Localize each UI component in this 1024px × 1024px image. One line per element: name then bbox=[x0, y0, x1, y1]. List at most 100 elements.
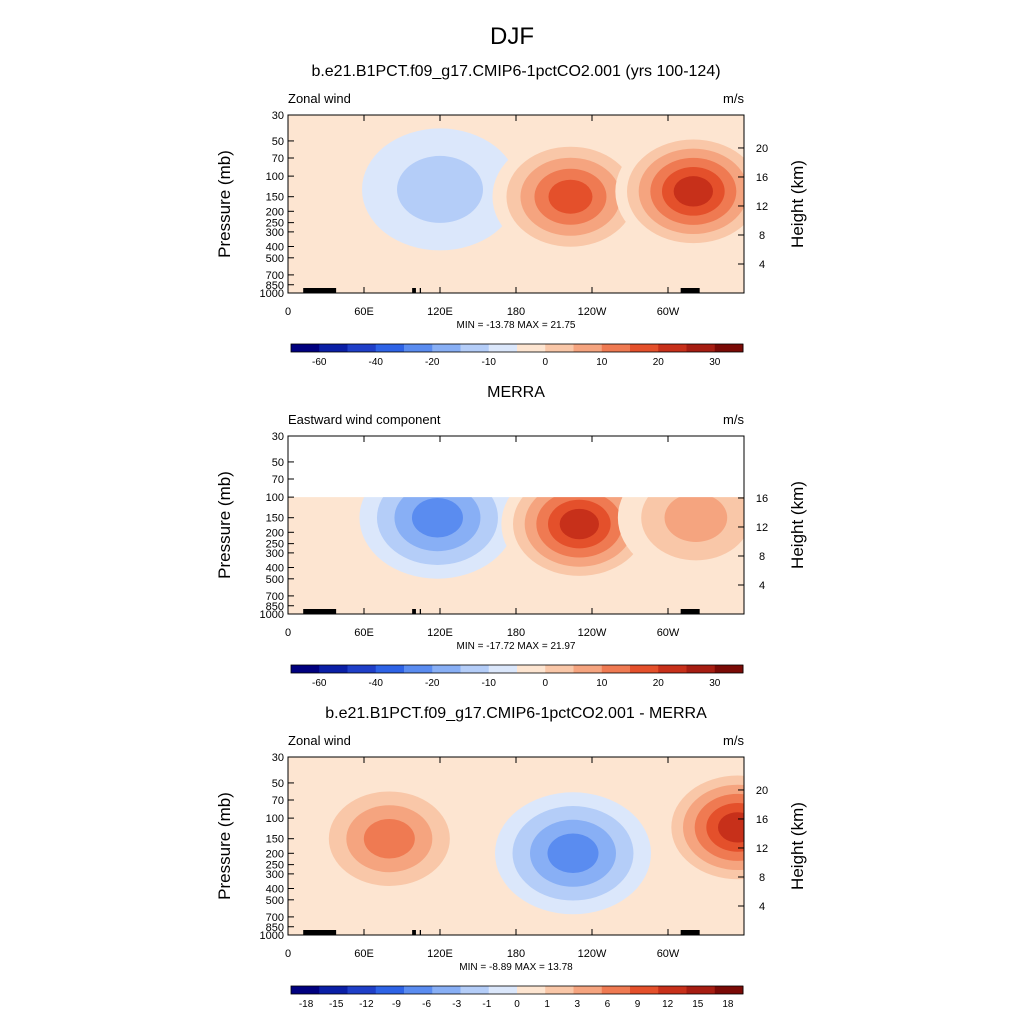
height-tick-label: 4 bbox=[759, 259, 765, 271]
colorbar-label: -60 bbox=[312, 678, 327, 689]
colorbar-label: 12 bbox=[662, 999, 674, 1010]
pressure-tick-label: 250 bbox=[266, 860, 284, 872]
colorbar-label: 20 bbox=[653, 678, 665, 689]
pressure-tick-label: 850 bbox=[266, 601, 284, 613]
colorbar-swatch bbox=[658, 665, 687, 673]
pressure-tick-label: 700 bbox=[266, 912, 284, 924]
lon-tick-label: 120W bbox=[578, 306, 607, 318]
topography-3 bbox=[419, 609, 421, 614]
pressure-tick-label: 400 bbox=[266, 562, 284, 574]
variable-label: Zonal wind bbox=[288, 91, 351, 106]
colorbar-frame bbox=[290, 985, 744, 995]
colorbar-swatch bbox=[601, 344, 631, 352]
colorbar-label: 10 bbox=[596, 357, 608, 368]
panel-1: b.e21.B1PCT.f09_g17.CMIP6-1pctCO2.001 (y… bbox=[215, 63, 807, 368]
height-tick-label: 8 bbox=[759, 230, 765, 242]
colorbar-label: -40 bbox=[369, 678, 384, 689]
colorbar-swatch bbox=[573, 986, 603, 994]
colorbar-swatch bbox=[347, 665, 377, 673]
lon-tick-label: 60E bbox=[354, 627, 374, 639]
height-tick-label: 20 bbox=[756, 785, 768, 797]
contour-3-4 bbox=[363, 818, 415, 859]
pressure-tick-label: 500 bbox=[266, 574, 284, 586]
colorbar-label: 20 bbox=[653, 357, 665, 368]
pressure-tick-label: 200 bbox=[266, 206, 284, 218]
colorbar-swatch bbox=[291, 665, 320, 673]
heatmap-field bbox=[288, 757, 744, 935]
colorbar-swatch bbox=[686, 986, 716, 994]
colorbar-label: -20 bbox=[425, 678, 440, 689]
height-tick-label: 12 bbox=[756, 843, 768, 855]
lon-tick-label: 180 bbox=[507, 627, 525, 639]
colorbar-label: 15 bbox=[692, 999, 704, 1010]
colorbar-label: -18 bbox=[299, 999, 314, 1010]
colorbar-swatch bbox=[686, 665, 716, 673]
colorbar-label: 3 bbox=[574, 999, 580, 1010]
pressure-tick-label: 700 bbox=[266, 270, 284, 282]
colorbar-swatch bbox=[432, 344, 461, 352]
colorbar-swatch bbox=[404, 665, 433, 673]
colorbar-swatch bbox=[630, 665, 659, 673]
pressure-tick-label: 850 bbox=[266, 922, 284, 934]
pressure-tick-label: 100 bbox=[266, 171, 284, 183]
panel-3: b.e21.B1PCT.f09_g17.CMIP6-1pctCO2.001 - … bbox=[215, 705, 807, 1010]
heatmap-field bbox=[288, 436, 744, 614]
colorbar-swatch bbox=[488, 344, 518, 352]
units-label: m/s bbox=[723, 733, 744, 748]
colorbar-swatch bbox=[375, 986, 405, 994]
colorbar-label: -1 bbox=[482, 999, 491, 1010]
pressure-tick-label: 300 bbox=[266, 227, 284, 239]
pressure-tick-label: 150 bbox=[266, 513, 284, 525]
colorbar-label: -60 bbox=[312, 357, 327, 368]
colorbar-label: 1 bbox=[544, 999, 550, 1010]
colorbar-swatch bbox=[347, 986, 377, 994]
topography-1 bbox=[303, 930, 337, 935]
topography-2 bbox=[412, 609, 416, 614]
panel-title: b.e21.B1PCT.f09_g17.CMIP6-1pctCO2.001 (y… bbox=[311, 63, 720, 80]
min-max-label: MIN = -17.72 MAX = 21.97 bbox=[457, 641, 576, 652]
contour-3-3 bbox=[664, 493, 728, 543]
colorbar-swatch bbox=[375, 344, 405, 352]
pressure-tick-label: 250 bbox=[266, 539, 284, 551]
topography-1 bbox=[303, 288, 337, 293]
contour-1-4 bbox=[411, 497, 463, 538]
lon-tick-label: 60W bbox=[657, 306, 680, 318]
pressure-tick-label: 1000 bbox=[260, 609, 284, 621]
contour-3-6 bbox=[673, 176, 713, 207]
colorbar-label: 30 bbox=[709, 678, 721, 689]
pressure-tick-label: 50 bbox=[272, 457, 284, 469]
min-max-label: MIN = -13.78 MAX = 21.75 bbox=[457, 320, 576, 331]
lon-tick-label: 0 bbox=[285, 948, 291, 960]
contour-2-6 bbox=[559, 508, 599, 540]
pressure-tick-label: 1000 bbox=[260, 930, 284, 942]
lon-tick-label: 60W bbox=[657, 627, 680, 639]
lon-tick-label: 120W bbox=[578, 948, 607, 960]
height-tick-label: 16 bbox=[756, 493, 768, 505]
pressure-tick-label: 200 bbox=[266, 527, 284, 539]
colorbar-swatch bbox=[460, 986, 490, 994]
colorbar-swatch bbox=[601, 986, 631, 994]
figure-title: DJF bbox=[490, 23, 534, 50]
colorbar-swatch bbox=[517, 665, 546, 673]
height-tick-label: 20 bbox=[756, 143, 768, 155]
pressure-tick-label: 70 bbox=[272, 153, 284, 165]
height-axis-title: Height (km) bbox=[788, 481, 807, 569]
pressure-tick-label: 50 bbox=[272, 136, 284, 148]
colorbar-swatch bbox=[601, 665, 631, 673]
contour-2-6 bbox=[718, 812, 744, 843]
colorbar-swatch bbox=[686, 344, 716, 352]
units-label: m/s bbox=[723, 412, 744, 427]
panel-title: b.e21.B1PCT.f09_g17.CMIP6-1pctCO2.001 - … bbox=[325, 705, 707, 722]
colorbar-label: -10 bbox=[482, 357, 497, 368]
colorbar-swatch bbox=[545, 344, 574, 352]
height-tick-label: 16 bbox=[756, 172, 768, 184]
colorbar-label: -15 bbox=[329, 999, 344, 1010]
lon-tick-label: 60E bbox=[354, 948, 374, 960]
colorbar-swatch bbox=[714, 344, 744, 352]
missing-data-region bbox=[288, 436, 744, 498]
lon-tick-label: 180 bbox=[507, 948, 525, 960]
pressure-tick-label: 70 bbox=[272, 795, 284, 807]
colorbar-label: 6 bbox=[605, 999, 611, 1010]
colorbar-swatch bbox=[658, 344, 687, 352]
